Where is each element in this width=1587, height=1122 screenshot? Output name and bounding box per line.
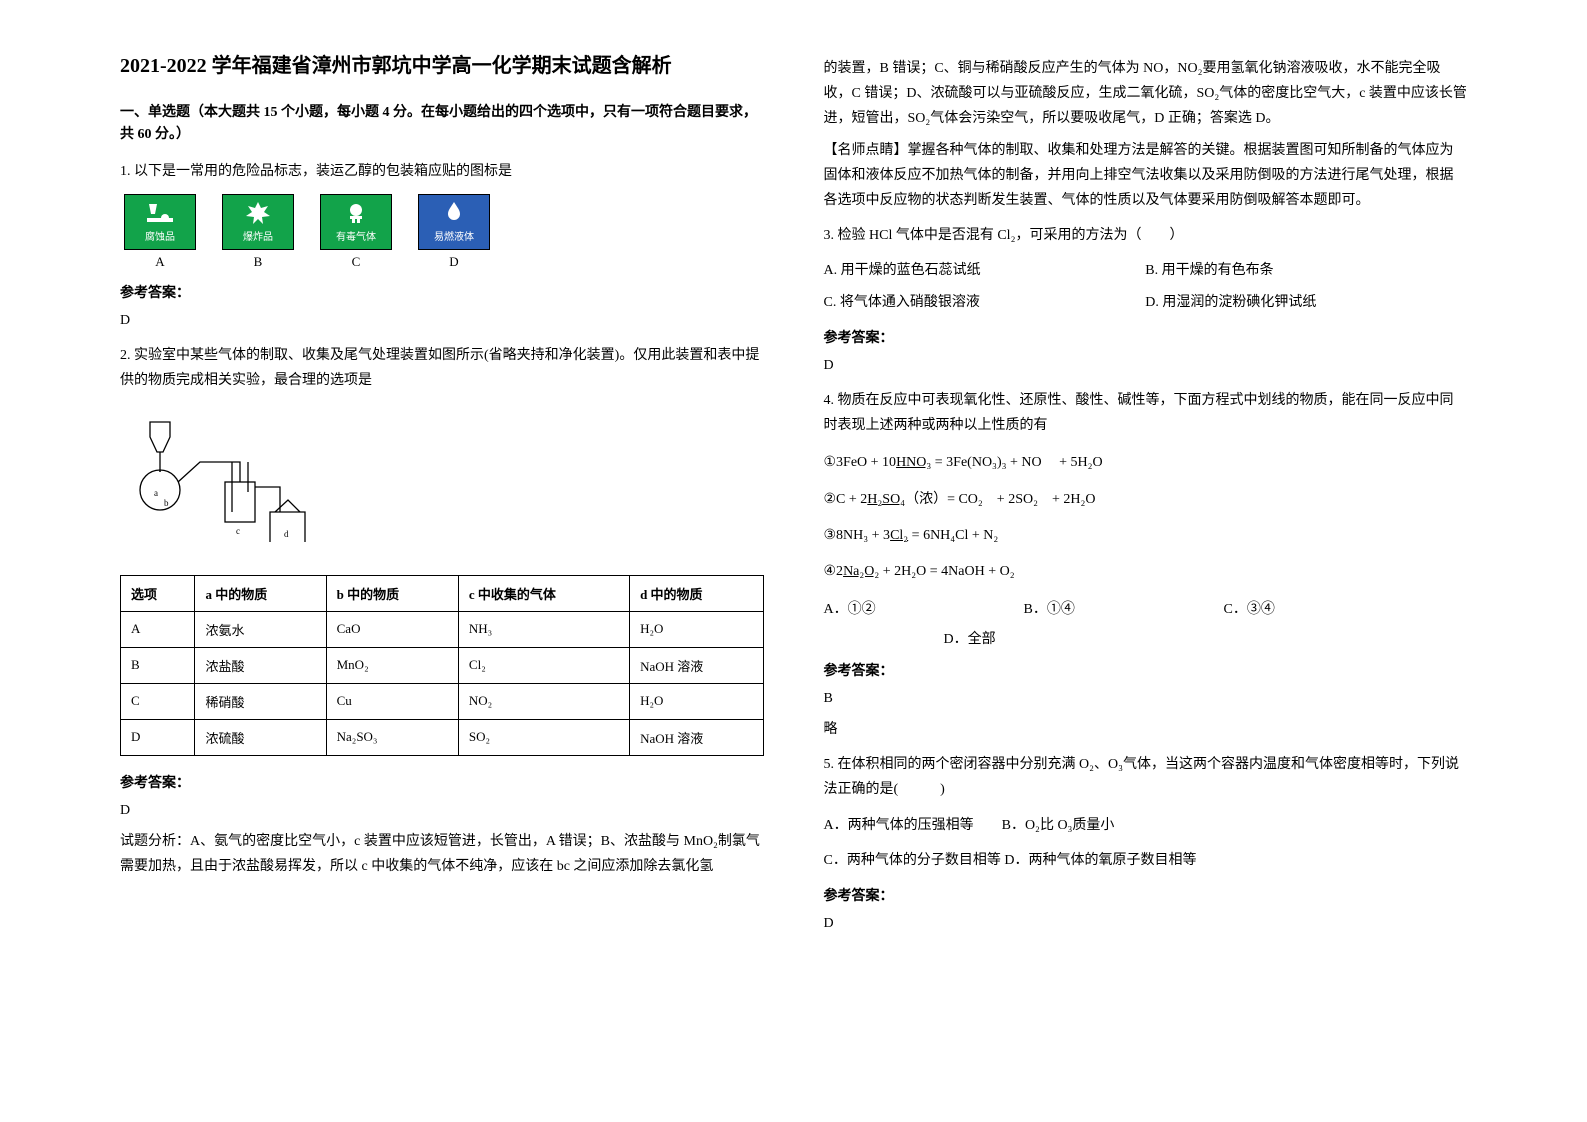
q4-opt-b: B．①④ xyxy=(1024,598,1224,618)
table-cell: NO₂ xyxy=(458,683,629,719)
table-cell: NaOH 溶液 xyxy=(630,719,763,755)
q3-opts-cd: C. 将气体通入硝酸银溶液 D. 用湿润的淀粉碘化钾试纸 xyxy=(824,290,1468,315)
apparatus-diagram: a b c d xyxy=(120,412,320,552)
table-row: C稀硝酸CuNO₂H₂O xyxy=(121,683,764,719)
table-cell: C xyxy=(121,683,195,719)
table-cell: CaO xyxy=(326,611,458,647)
section-1-heading: 一、单选题（本大题共 15 个小题，每小题 4 分。在每小题给出的四个选项中，只… xyxy=(120,102,764,147)
hazard-letter: A xyxy=(155,254,164,270)
q2-answer: D xyxy=(120,798,764,823)
q1-answer: D xyxy=(120,308,764,333)
hazard-tile: 易燃液体 D xyxy=(414,194,494,270)
table-cell: H₂O xyxy=(630,611,763,647)
q3-text: 3. 检验 HCl 气体中是否混有 Cl₂，可采用的方法为（ ） xyxy=(824,223,1468,248)
q4-text: 4. 物质在反应中可表现氧化性、还原性、酸性、碱性等，下面方程式中划线的物质，能… xyxy=(824,388,1468,438)
table-row: D浓硫酸Na₂SO₃SO₂NaOH 溶液 xyxy=(121,719,764,755)
table-cell: Cu xyxy=(326,683,458,719)
q3-opt-b: B. 用干燥的有色布条 xyxy=(1145,258,1467,283)
q2-text: 2. 实验室中某些气体的制取、收集及尾气处理装置如图所示(省略夹持和净化装置)。… xyxy=(120,343,764,393)
q4-eq1: ①3FeO + 10HNO₃ = 3Fe(NO₃)₃ + NO + 5H₂O xyxy=(824,452,1468,474)
q4-answer: B xyxy=(824,686,1468,711)
q4-brief: 略 xyxy=(824,717,1468,742)
table-cell: 浓硫酸 xyxy=(195,719,326,755)
table-cell: SO₂ xyxy=(458,719,629,755)
exam-title: 2021-2022 学年福建省漳州市郭坑中学高一化学期末试题含解析 xyxy=(120,50,764,82)
q3-opts-ab: A. 用干燥的蓝色石蕊试纸 B. 用干燥的有色布条 xyxy=(824,258,1468,283)
q4-eq3: ③8NH₃ + 3Cl₂ = 6NH₄Cl + N₂ xyxy=(824,525,1468,547)
q5-text: 5. 在体积相同的两个密闭容器中分别充满 O₂、O₃气体，当这两个容器内温度和气… xyxy=(824,752,1468,802)
q4-opt-d: D．全部 xyxy=(944,628,996,648)
table-cell: Cl₂ xyxy=(458,647,629,683)
svg-text:b: b xyxy=(164,498,169,508)
q2-explain: 试题分析：A、氨气的密度比空气小，c 装置中应该短管进，长管出，A 错误；B、浓… xyxy=(120,829,764,879)
hazard-tile: 有毒气体 C xyxy=(316,194,396,270)
hazard-icon: 爆炸品 xyxy=(222,194,294,250)
table-cell: Na₂SO₃ xyxy=(326,719,458,755)
q5-opts-ab: A．两种气体的压强相等 B．O₂比 O₃质量小 xyxy=(824,813,1468,838)
q3-answer: D xyxy=(824,353,1468,378)
q5-answer: D xyxy=(824,911,1468,936)
q4-answer-label: 参考答案： xyxy=(824,660,1468,680)
q3-opt-c: C. 将气体通入硝酸银溶液 xyxy=(824,290,1146,315)
q5-answer-label: 参考答案： xyxy=(824,885,1468,905)
q3-answer-label: 参考答案： xyxy=(824,327,1468,347)
q1-text: 1. 以下是一常用的危险品标志，装运乙醇的包装箱应贴的图标是 xyxy=(120,159,764,184)
table-cell: NaOH 溶液 xyxy=(630,647,763,683)
q2-explain-cont: 的装置，B 错误；C、铜与稀硝酸反应产生的气体为 NO，NO₂要用氢氧化钠溶液吸… xyxy=(824,56,1468,132)
svg-text:d: d xyxy=(284,529,289,539)
hazard-tile: 腐蚀品 A xyxy=(120,194,200,270)
table-row: B浓盐酸MnO₂Cl₂NaOH 溶液 xyxy=(121,647,764,683)
q4-opt-c: C．③④ xyxy=(1224,598,1404,618)
table-cell: B xyxy=(121,647,195,683)
table-cell: D xyxy=(121,719,195,755)
q2-answer-label: 参考答案： xyxy=(120,772,764,792)
q4-eq2: ②C + 2H₂SO₄（浓）= CO₂ + 2SO₂ + 2H₂O xyxy=(824,489,1468,511)
table-row: A浓氨水CaONH₃H₂O xyxy=(121,611,764,647)
hazard-tile: 爆炸品 B xyxy=(218,194,298,270)
left-column: 2021-2022 学年福建省漳州市郭坑中学高一化学期末试题含解析 一、单选题（… xyxy=(100,50,794,1092)
q2-table: 选项a 中的物质b 中的物质c 中收集的气体d 中的物质 A浓氨水CaONH₃H… xyxy=(120,575,764,756)
hazard-letter: C xyxy=(352,254,361,270)
q3-opt-a: A. 用干燥的蓝色石蕊试纸 xyxy=(824,258,1146,283)
svg-text:a: a xyxy=(154,488,158,498)
q4-opts: A．①② B．①④ C．③④ xyxy=(824,598,1468,618)
table-cell: A xyxy=(121,611,195,647)
table-cell: MnO₂ xyxy=(326,647,458,683)
hazard-letter: B xyxy=(254,254,263,270)
hazard-letter: D xyxy=(449,254,458,270)
table-header: a 中的物质 xyxy=(195,575,326,611)
right-column: 的装置，B 错误；C、铜与稀硝酸反应产生的气体为 NO，NO₂要用氢氧化钠溶液吸… xyxy=(794,50,1488,1092)
q2-tip: 【名师点睛】掌握各种气体的制取、收集和处理方法是解答的关键。根据装置图可知所制备… xyxy=(824,138,1468,214)
q1-answer-label: 参考答案： xyxy=(120,282,764,302)
q4-opt-a: A．①② xyxy=(824,598,1024,618)
svg-text:c: c xyxy=(236,526,240,536)
table-cell: 稀硝酸 xyxy=(195,683,326,719)
hazard-icon: 易燃液体 xyxy=(418,194,490,250)
q4-opt-d-row: D．全部 xyxy=(824,628,1468,648)
q1-hazard-row: 腐蚀品 A 爆炸品 B 有毒气体 C 易燃液体 D xyxy=(120,194,764,270)
table-header: b 中的物质 xyxy=(326,575,458,611)
table-header: 选项 xyxy=(121,575,195,611)
q3-opt-d: D. 用湿润的淀粉碘化钾试纸 xyxy=(1145,290,1467,315)
table-cell: 浓盐酸 xyxy=(195,647,326,683)
table-header: d 中的物质 xyxy=(630,575,763,611)
table-header: c 中收集的气体 xyxy=(458,575,629,611)
q4-eq4: ④2Na₂O₂ + 2H₂O = 4NaOH + O₂ xyxy=(824,561,1468,583)
hazard-icon: 腐蚀品 xyxy=(124,194,196,250)
q5-opts-cd: C．两种气体的分子数目相等 D．两种气体的氧原子数目相等 xyxy=(824,848,1468,873)
table-cell: 浓氨水 xyxy=(195,611,326,647)
hazard-icon: 有毒气体 xyxy=(320,194,392,250)
table-cell: H₂O xyxy=(630,683,763,719)
table-cell: NH₃ xyxy=(458,611,629,647)
